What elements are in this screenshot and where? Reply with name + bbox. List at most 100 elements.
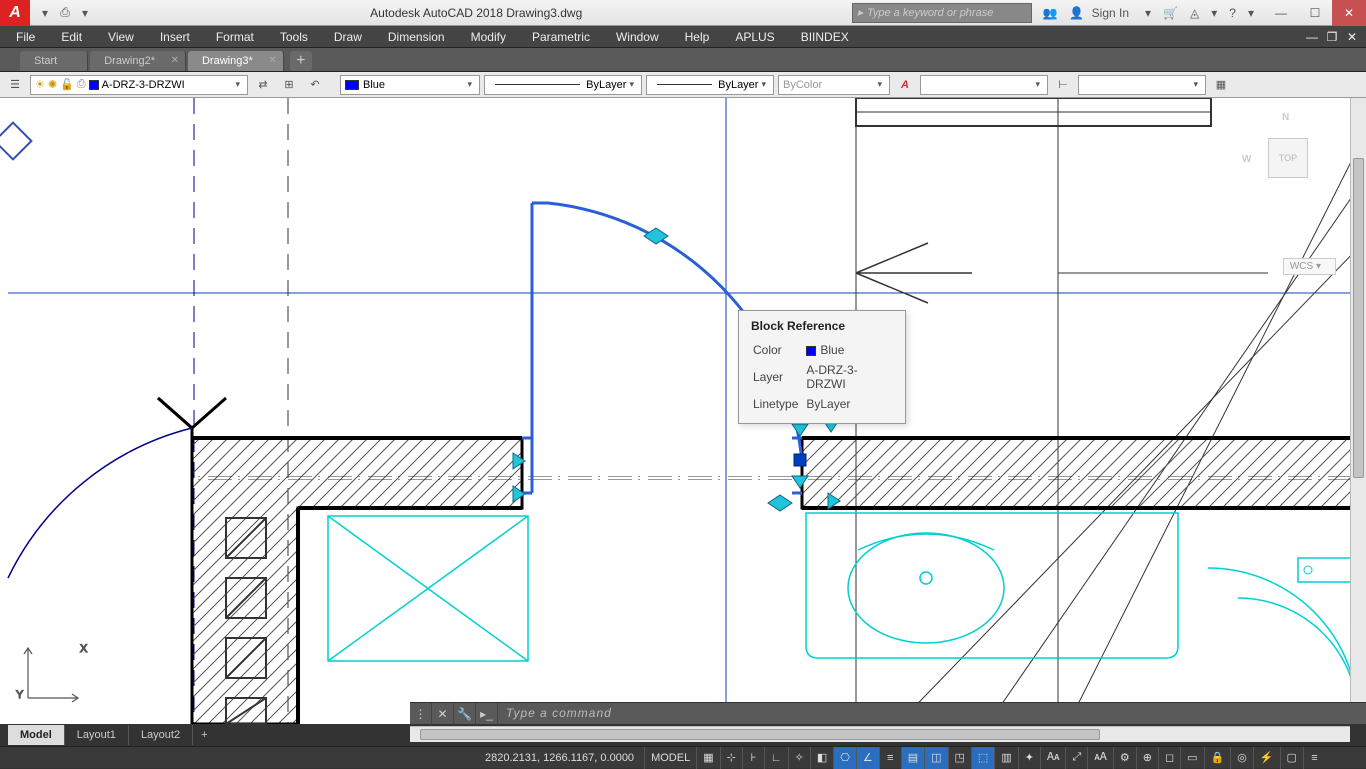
horizontal-scrollbar[interactable] bbox=[410, 726, 1350, 742]
menu-insert[interactable]: Insert bbox=[148, 28, 202, 46]
layout-tab-model[interactable]: Model bbox=[8, 725, 65, 745]
units-toggle-icon[interactable]: ◻ bbox=[1158, 747, 1180, 769]
help-dropdown-icon[interactable]: ▾ bbox=[1244, 6, 1258, 20]
cmdline-input[interactable]: Type a command bbox=[498, 706, 620, 721]
osnap-toggle-icon[interactable]: ⎔ bbox=[833, 747, 856, 769]
drawing-canvas[interactable]: XY TOP N W WCS ▾ Block Reference ColorBl… bbox=[0, 98, 1366, 724]
layer-prev-icon[interactable]: ↶ bbox=[304, 74, 326, 96]
autoscale-toggle-icon[interactable]: ⤢ bbox=[1065, 747, 1087, 769]
exchange-icon[interactable]: 🛒 bbox=[1159, 6, 1182, 20]
otrack-toggle-icon[interactable]: ∠ bbox=[856, 747, 879, 769]
viewcube-top-face[interactable]: TOP bbox=[1268, 138, 1308, 178]
maximize-button[interactable]: ☐ bbox=[1298, 0, 1332, 26]
mdi-restore-button[interactable]: ❐ bbox=[1322, 29, 1342, 45]
cmdline-handle-icon[interactable]: ⋮ bbox=[410, 703, 432, 725]
menu-tools[interactable]: Tools bbox=[268, 28, 320, 46]
menu-biindex[interactable]: BIINDEX bbox=[789, 28, 861, 46]
a360-dropdown-icon[interactable]: ▾ bbox=[1207, 6, 1221, 20]
qat-dropdown2-icon[interactable]: ▾ bbox=[76, 4, 94, 22]
cmdline-prompt-icon[interactable]: ▸_ bbox=[476, 703, 498, 725]
qat-dropdown-icon[interactable]: ▾ bbox=[36, 4, 54, 22]
tablestyle-icon[interactable]: ▦ bbox=[1210, 74, 1232, 96]
view-cube[interactable]: TOP N W bbox=[1238, 108, 1338, 208]
menu-window[interactable]: Window bbox=[604, 28, 671, 46]
cmdline-customize-icon[interactable]: 🔧 bbox=[454, 703, 476, 725]
layer-selector[interactable]: ☀ ✺ 🔓 ⎙ A-DRZ-3-DRZWI ▾ bbox=[30, 75, 248, 95]
help-search-input[interactable]: ▸Type a keyword or phrase bbox=[852, 3, 1032, 23]
minimize-button[interactable]: — bbox=[1264, 0, 1298, 26]
mdi-minimize-button[interactable]: — bbox=[1302, 29, 1322, 45]
lwt-toggle-icon[interactable]: ≡ bbox=[879, 747, 901, 769]
qat-plot-icon[interactable]: ⎙ bbox=[56, 4, 74, 22]
grid-toggle-icon[interactable]: ▦ bbox=[696, 747, 719, 769]
menu-aplus[interactable]: APLUS bbox=[723, 28, 786, 46]
mdi-close-button[interactable]: ✕ bbox=[1342, 29, 1362, 45]
infer-toggle-icon[interactable]: ⊦ bbox=[742, 747, 764, 769]
menu-help[interactable]: Help bbox=[673, 28, 722, 46]
customization-icon[interactable]: ≡ bbox=[1303, 747, 1325, 769]
close-button[interactable]: ✕ bbox=[1332, 0, 1366, 26]
command-line[interactable]: ⋮ ✕ 🔧 ▸_ Type a command bbox=[410, 702, 1366, 724]
clean-screen-icon[interactable]: ▢ bbox=[1280, 747, 1303, 769]
tab-close-icon[interactable]: ✕ bbox=[171, 55, 179, 66]
textstyle-icon[interactable]: A bbox=[894, 74, 916, 96]
new-tab-button[interactable]: + bbox=[290, 51, 312, 71]
linetype-selector[interactable]: ByLayer ▾ bbox=[484, 75, 642, 95]
a360-icon[interactable]: ◬ bbox=[1186, 6, 1203, 20]
menu-view[interactable]: View bbox=[96, 28, 146, 46]
layout-tab-layout2[interactable]: Layout2 bbox=[129, 725, 193, 745]
menu-modify[interactable]: Modify bbox=[459, 28, 518, 46]
color-selector[interactable]: Blue ▾ bbox=[340, 75, 480, 95]
gizmo-toggle-icon[interactable]: ✦ bbox=[1018, 747, 1040, 769]
ortho-toggle-icon[interactable]: ∟ bbox=[764, 747, 788, 769]
scrollbar-thumb[interactable] bbox=[1353, 158, 1364, 478]
layer-iso-icon[interactable]: ⊞ bbox=[278, 74, 300, 96]
tab-start[interactable]: Start bbox=[20, 51, 88, 71]
annotation-scale-icon[interactable]: 🗚 bbox=[1087, 747, 1112, 769]
polar-toggle-icon[interactable]: ✧ bbox=[788, 747, 810, 769]
menu-dimension[interactable]: Dimension bbox=[376, 28, 457, 46]
app-logo[interactable]: A bbox=[0, 0, 30, 26]
layer-properties-icon[interactable]: ☰ bbox=[4, 74, 26, 96]
lock-ui-icon[interactable]: 🔒 bbox=[1204, 747, 1231, 769]
signin-dropdown-icon[interactable]: ▾ bbox=[1141, 6, 1155, 20]
vertical-scrollbar[interactable] bbox=[1350, 98, 1366, 708]
plotstyle-selector[interactable]: ByColor ▾ bbox=[778, 75, 890, 95]
cmdline-close-icon[interactable]: ✕ bbox=[432, 703, 454, 725]
tab-drawing2[interactable]: Drawing2*✕ bbox=[90, 51, 186, 71]
isolate-objects-icon[interactable]: ◎ bbox=[1230, 747, 1253, 769]
3dosnap-toggle-icon[interactable]: ◳ bbox=[948, 747, 971, 769]
help-icon[interactable]: ? bbox=[1225, 6, 1240, 20]
infocenter-icon[interactable]: 👥 bbox=[1038, 6, 1061, 20]
coordinates-readout[interactable]: 2820.2131, 1266.1167, 0.0000 bbox=[475, 752, 644, 764]
signin-button[interactable]: 👤 Sign In bbox=[1065, 6, 1137, 20]
menu-draw[interactable]: Draw bbox=[322, 28, 374, 46]
menu-format[interactable]: Format bbox=[204, 28, 266, 46]
quick-properties-icon[interactable]: ▭ bbox=[1180, 747, 1203, 769]
menu-parametric[interactable]: Parametric bbox=[520, 28, 602, 46]
transparency-toggle-icon[interactable]: ▤ bbox=[901, 747, 924, 769]
selection-filter-icon[interactable]: ▥ bbox=[994, 747, 1017, 769]
tab-drawing3[interactable]: Drawing3*✕ bbox=[188, 51, 284, 71]
annotation-monitor-icon[interactable]: ⊕ bbox=[1136, 747, 1158, 769]
menu-edit[interactable]: Edit bbox=[49, 28, 94, 46]
layer-state-icon[interactable]: ⇄ bbox=[252, 74, 274, 96]
layout-tab-layout1[interactable]: Layout1 bbox=[65, 725, 129, 745]
textstyle-selector[interactable]: ▾ bbox=[920, 75, 1048, 95]
snap-toggle-icon[interactable]: ⊹ bbox=[720, 747, 742, 769]
hardware-accel-icon[interactable]: ⚡ bbox=[1253, 747, 1280, 769]
tab-close-icon[interactable]: ✕ bbox=[268, 55, 276, 66]
dyn-ucs-toggle-icon[interactable]: ⬚ bbox=[971, 747, 994, 769]
wcs-dropdown[interactable]: WCS ▾ bbox=[1283, 258, 1336, 275]
isodraft-toggle-icon[interactable]: ◧ bbox=[810, 747, 833, 769]
menu-file[interactable]: File bbox=[4, 28, 47, 46]
layout-add-button[interactable]: + bbox=[193, 725, 215, 745]
scrollbar-thumb[interactable] bbox=[420, 729, 1100, 740]
dimstyle-selector[interactable]: ▾ bbox=[1078, 75, 1206, 95]
lineweight-selector[interactable]: ByLayer ▾ bbox=[646, 75, 774, 95]
workspace-switcher-icon[interactable]: ⚙ bbox=[1113, 747, 1136, 769]
dimstyle-icon[interactable]: ⊢ bbox=[1052, 74, 1074, 96]
annotation-visibility-icon[interactable]: 🗛 bbox=[1040, 747, 1065, 769]
modelspace-toggle[interactable]: MODEL bbox=[644, 747, 696, 769]
selection-cycling-icon[interactable]: ◫ bbox=[924, 747, 947, 769]
